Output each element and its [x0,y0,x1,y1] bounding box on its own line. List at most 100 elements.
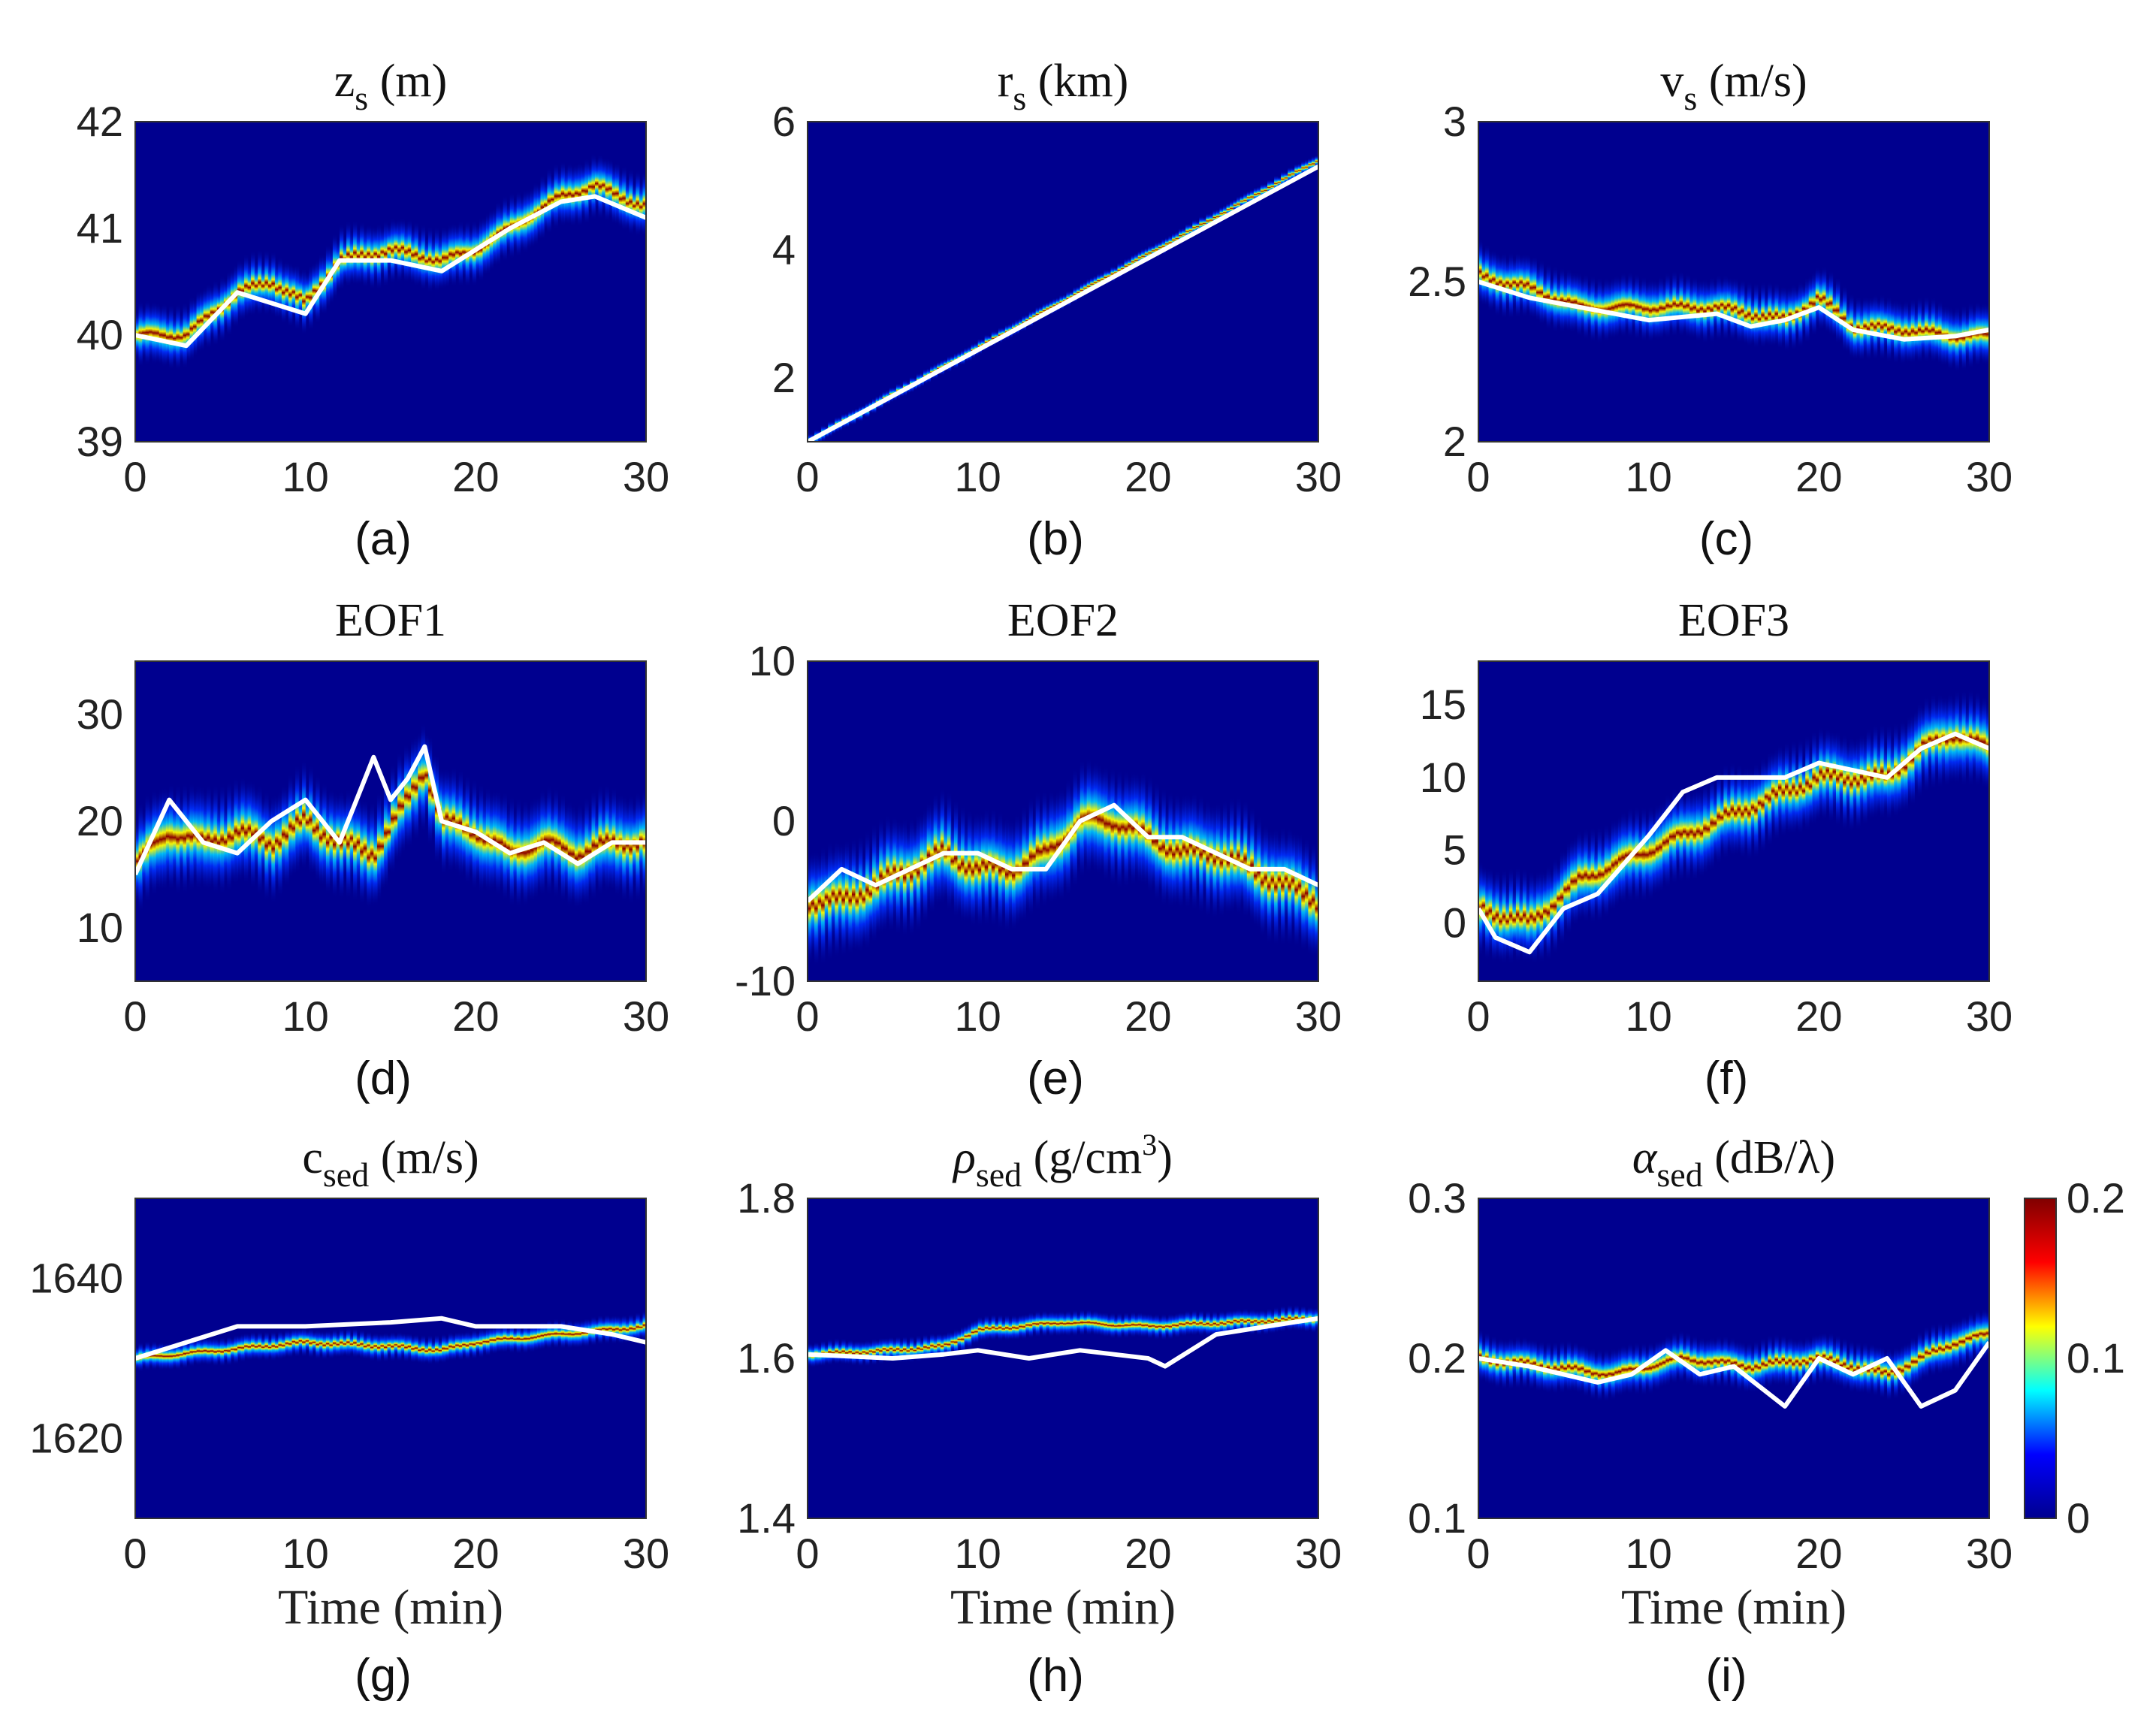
ridge-strip [1141,1313,1146,1338]
panel-label: (b) [1027,513,1084,565]
ridge-strip [554,787,558,899]
ridge-strip [451,222,456,288]
ridge-strip [363,1334,367,1360]
ridge-strip [1659,802,1663,893]
ridge-strip [1260,183,1265,199]
ridge-strip [1090,1311,1095,1334]
ridge-strip [291,264,296,319]
ridge-strip [1553,1340,1557,1395]
ridge-strip [1284,833,1288,924]
ridge-strip [1070,1313,1074,1335]
ridge-strip [1832,283,1837,337]
ridge-strip [1055,1311,1061,1337]
ridge-strip [1890,300,1895,355]
ridge-strip [1055,297,1061,312]
ridge-strip [1311,156,1316,172]
ridge-strip [988,1318,992,1340]
ridge-strip [261,1335,265,1359]
ridge-strip [1315,155,1318,168]
ridge-strip [1675,280,1680,331]
ridge-strip [564,802,569,896]
ridge-strip [1938,1322,1943,1375]
ridge-strip [1188,224,1193,237]
ridge-strip [455,1331,460,1359]
ridge-strip [1584,1346,1588,1397]
ridge-strip [353,219,358,285]
x-tick-label: 10 [955,453,1001,500]
ridge-strip [1624,1346,1629,1394]
ridge-strip [1928,305,1932,358]
panel-i: 0 10 20 30 0.1 0.2 0.3 αsed (dB/λ) Time (min) (i) [1408,1132,2013,1702]
ridge-strip [165,310,171,365]
ridge-strip [285,260,289,320]
ridge-strip [193,1339,198,1364]
ridge-strip [165,787,171,885]
ridge-strip [445,1336,449,1362]
ridge-strip [1808,275,1813,331]
ridge-strip [1825,275,1830,334]
ridge-strip [1581,276,1585,333]
ridge-strip [1961,1315,1966,1368]
ridge-strip [411,226,415,284]
ridge-strip [1495,252,1499,317]
ridge-strip [1519,1340,1523,1380]
ridge-strip [1795,1339,1799,1384]
ridge-strip [1311,841,1316,959]
x-tick-label: 10 [955,992,1001,1040]
ridge-strip [207,283,211,349]
ridge-strip [1590,826,1595,925]
ridge-strip [482,793,487,889]
ridge-strip [1281,171,1285,188]
ridge-strip [1628,271,1632,339]
ridge-strip [1128,1314,1132,1337]
ridge-strip [1815,1334,1820,1379]
ridge-strip [1894,299,1898,364]
x-tick-label: 20 [452,1530,499,1577]
ridge-strip [1144,1313,1149,1337]
ridge-strip [1557,862,1561,935]
ridge-strip [400,1333,405,1358]
ridge-strip [309,764,313,876]
ridge-strip [1566,268,1572,332]
ridge-strip [916,813,921,933]
ridge-strip [1137,1312,1142,1337]
ridge-strip [1155,781,1159,902]
ridge-strip [1230,796,1234,915]
ridge-strip [1726,276,1732,334]
ridge-strip [906,1340,910,1362]
posterior-ridge [135,722,646,914]
ridge-strip [1151,244,1156,257]
ridge-strip [1308,850,1312,956]
ridge-strip [1961,304,1966,372]
ridge-strip [1028,1312,1033,1339]
ridge-strip [544,1322,548,1348]
ridge-strip [1488,249,1493,313]
ridge-strip [400,218,405,278]
ridge-strip [472,778,477,890]
ridge-strip [1679,785,1683,884]
ridge-strip [271,793,276,905]
ridge-strip [608,159,613,219]
ridge-strip [302,1327,306,1358]
ridge-strip [1686,273,1690,338]
ridge-strip [1015,1316,1019,1341]
ridge-strip [533,1324,538,1352]
ridge-strip [1478,1328,1483,1382]
ridge-strip [1587,1349,1592,1394]
ridge-strip [1492,249,1496,310]
ridge-strip [811,850,815,956]
ridge-strip [1478,239,1483,305]
ridge-strip [1934,1331,1939,1372]
ridge-strip [503,1323,507,1353]
ridge-strip [1121,781,1125,874]
ridge-strip [500,795,504,890]
y-tick-label: 0 [772,797,796,844]
ridge-strip [868,850,873,938]
ridge-strip [1086,1309,1091,1336]
ridge-strip [642,171,646,237]
ridge-strip [1982,302,1987,365]
ridge-strip [968,808,972,923]
panel-f: 0 10 20 30 0 5 10 15 EOF3 (f) [1420,595,2013,1104]
ridge-strip [1206,213,1210,229]
ridge-strip [472,219,477,287]
